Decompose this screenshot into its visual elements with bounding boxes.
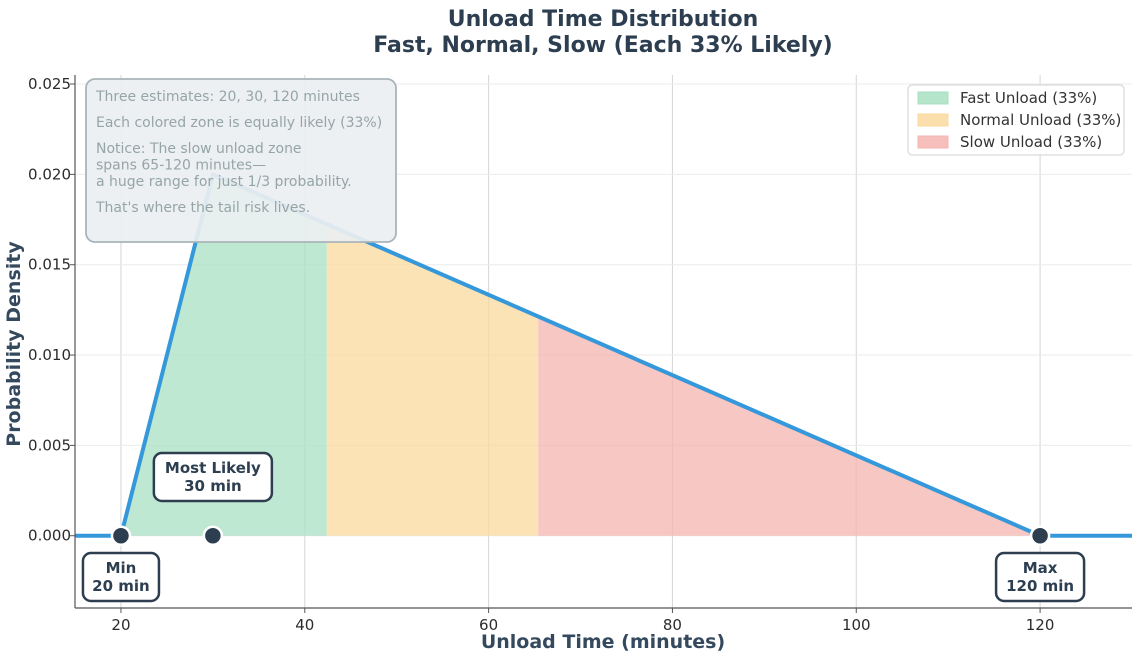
y-tick-label-1: 0.005: [28, 436, 71, 454]
y-axis-label: Probability Density: [3, 241, 25, 447]
zone-area-1: [326, 224, 539, 536]
annotation-line-2: Each colored zone is equally likely (33%…: [96, 115, 382, 131]
marker-callout-box-1: [152, 451, 274, 503]
marker-callout-line2-0: 20 min: [92, 577, 150, 595]
x-tick-label-1: 40: [295, 616, 314, 634]
annotation-line-0: Three estimates: 20, 30, 120 minutes: [95, 89, 360, 105]
annotation-line-4: Notice: The slow unload zone: [96, 141, 302, 157]
legend-swatch-1: [917, 113, 949, 127]
legend-label-0: Fast Unload (33%): [960, 89, 1097, 107]
annotation-background: [85, 78, 397, 243]
marker-point-0: [110, 525, 132, 546]
marker-callout-box-0: [81, 551, 161, 603]
annotation-box: Three estimates: 20, 30, 120 minutes Each…: [85, 78, 397, 243]
annotation-line-8: That's where the tail risk lives.: [95, 200, 310, 216]
annotation-line-6: a huge range for just 1/3 probability.: [96, 174, 352, 190]
marker-callout-line2-2: 120 min: [1006, 577, 1074, 595]
legend: Fast Unload (33%) Normal Unload (33%) Slow…: [907, 84, 1125, 156]
marker-callout-box-2: [994, 551, 1086, 603]
x-tick-label-2: 60: [479, 616, 498, 634]
x-tick-label-4: 100: [842, 616, 871, 634]
y-tick-label-0: 0.000: [28, 527, 71, 545]
marker-point-2: [1029, 525, 1051, 546]
axes: [74, 75, 1132, 609]
y-tick-label-4: 0.020: [28, 165, 71, 183]
legend-swatch-0: [917, 91, 949, 105]
x-tick-label-3: 80: [663, 616, 682, 634]
legend-frame: [907, 84, 1125, 156]
tick-labels: 20 40 60 80 100 120 0.000 0.005 0.010 0.015 0.020 0…: [28, 75, 1054, 634]
chart-title: Unload Time Distribution: [448, 7, 759, 32]
legend-label-2: Slow Unload (33%): [960, 133, 1102, 151]
y-tick-label-5: 0.025: [28, 75, 71, 93]
legend-label-1: Normal Unload (33%): [960, 111, 1121, 129]
marker-point-1: [202, 525, 224, 546]
annotation-line-5: spans 65-120 minutes—: [96, 158, 266, 174]
zone-area-0: [121, 174, 327, 536]
y-tick-label-2: 0.010: [28, 346, 71, 364]
y-tick-label-3: 0.015: [28, 256, 71, 274]
x-axis-label: Unload Time (minutes): [481, 631, 725, 653]
legend-swatch-2: [917, 135, 949, 149]
chart-subtitle: Fast, Normal, Slow (Each 33% Likely): [373, 33, 832, 58]
marker-callout-line2-1: 30 min: [184, 477, 242, 495]
estimate-markers: [110, 525, 1051, 546]
x-tick-label-5: 120: [1026, 616, 1055, 634]
x-tick-label-0: 20: [111, 616, 130, 634]
marker-callout-line1-0: Min: [106, 559, 137, 577]
marker-callout-line1-1: Most Likely: [165, 459, 261, 477]
marker-callout-line1-2: Max: [1023, 559, 1058, 577]
